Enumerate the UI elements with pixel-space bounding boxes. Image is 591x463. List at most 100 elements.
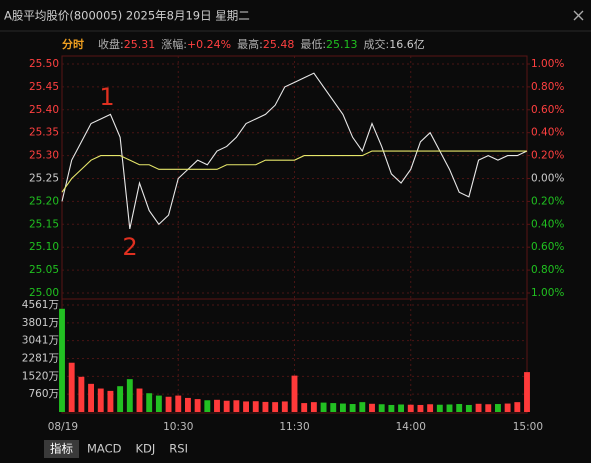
tab[interactable]: RSI <box>169 442 188 456</box>
volume-bar <box>320 402 327 412</box>
stat-label: 成交: <box>364 37 390 51</box>
volume-bar <box>194 399 201 412</box>
stat-label: 涨幅: <box>161 38 187 51</box>
stat-value: +0.24% <box>187 38 231 51</box>
y2-tick-label: 0.80% <box>531 264 564 276</box>
window-title: A股平均股价(800005) 2025年8月19日 星期二 <box>4 9 250 23</box>
stat-value: 25.48 <box>263 38 295 51</box>
volume-bar <box>378 404 385 412</box>
y2-tick-label: 0.40% <box>531 127 564 139</box>
volume-bar <box>291 375 298 412</box>
volume-bar <box>349 404 356 412</box>
y2-tick-label: 0.60% <box>531 241 564 253</box>
tab[interactable]: KDJ <box>135 442 155 456</box>
y2-tick-label: 1.00% <box>531 58 564 70</box>
volume-bar <box>475 403 482 412</box>
volume-bar <box>281 401 288 412</box>
volume-bar <box>407 404 414 412</box>
stat-label: 最低: <box>300 38 326 51</box>
x-tick-label: 10:30 <box>163 421 193 433</box>
stat-value: 25.13 <box>326 38 358 51</box>
volume-bar <box>339 403 346 412</box>
volume-bar <box>272 402 279 412</box>
annotation: 2 <box>122 233 137 261</box>
y-tick-label: 1520万 <box>22 370 59 382</box>
y2-tick-label: 0.00% <box>531 173 564 185</box>
volume-bar <box>262 401 269 412</box>
volume-bar <box>78 376 85 412</box>
y-tick-label: 3041万 <box>22 335 59 347</box>
y-tick-label: 25.25 <box>29 173 59 185</box>
volume-bar <box>330 403 337 412</box>
y2-tick-label: 0.20% <box>531 150 564 162</box>
price-line <box>61 150 527 193</box>
volume-bar <box>233 400 240 412</box>
tab-label[interactable]: KDJ <box>135 442 155 456</box>
stat-label: 最高: <box>237 37 263 51</box>
volume-bar <box>514 402 521 412</box>
volume-bar <box>136 388 143 412</box>
tab-label[interactable]: RSI <box>169 442 188 456</box>
volume-bar <box>155 395 162 412</box>
volume-bar <box>214 399 220 412</box>
tab[interactable]: MACD <box>87 442 122 456</box>
y-tick-label: 760万 <box>28 388 59 400</box>
x-tick-label: 15:00 <box>513 421 543 433</box>
y-tick-label: 2281万 <box>22 352 59 364</box>
y2-tick-label: 0.60% <box>531 104 564 116</box>
volume-bar <box>117 386 124 412</box>
stat-label: 收盘: <box>98 37 124 51</box>
volume-bar <box>494 404 501 412</box>
y-tick-label: 25.20 <box>29 195 59 207</box>
volume-bar <box>88 383 95 412</box>
volume-bar <box>59 308 65 412</box>
y2-tick-label: 0.80% <box>531 81 564 93</box>
volume-bar <box>524 372 530 412</box>
volume-bar <box>204 400 211 412</box>
x-tick-label: 08/19 <box>48 421 78 433</box>
annotation: 1 <box>99 83 114 111</box>
tab-label[interactable]: 指标 <box>50 442 73 456</box>
close-button[interactable] <box>573 10 584 21</box>
stats-row: 分时 收盘:25.31 涨幅:+0.24% 最高:25.48 最低:25.13 成交:16… <box>62 37 425 51</box>
volume-bar <box>456 404 463 412</box>
volume-bar <box>436 404 443 412</box>
mode-label: 分时 <box>62 37 84 51</box>
volume-bar <box>107 390 114 412</box>
volume-bar <box>243 401 250 412</box>
y2-tick-label: 0.20% <box>531 195 564 207</box>
volume-bar <box>97 388 104 412</box>
tab-bar: 指标 MACD KDJ RSI <box>44 440 188 458</box>
y-tick-label: 4561万 <box>22 299 59 311</box>
y2-tick-label: 1.00% <box>531 287 564 299</box>
volume-bar <box>184 397 191 412</box>
volume-bar <box>369 403 375 412</box>
volume-bar <box>465 404 472 412</box>
volume-bar <box>388 404 395 412</box>
volume-bar <box>359 402 366 412</box>
y-tick-label: 25.15 <box>29 218 59 230</box>
x-tick-label: 14:00 <box>396 421 426 433</box>
volume-bar <box>301 403 308 412</box>
tab[interactable]: 指标 <box>44 440 79 458</box>
y-tick-label: 25.00 <box>29 287 59 299</box>
y-tick-label: 3801万 <box>22 317 59 329</box>
volume-bar <box>223 400 230 412</box>
stat-value: 25.31 <box>124 38 156 51</box>
volume-bar <box>175 395 182 412</box>
volume-bar <box>417 404 424 412</box>
y2-tick-label: 0.40% <box>531 218 564 230</box>
tab-label[interactable]: MACD <box>87 442 122 456</box>
y-tick-label: 25.10 <box>29 241 59 253</box>
volume-bar <box>126 379 133 412</box>
y-tick-label: 25.40 <box>29 104 59 116</box>
volume-bar <box>165 396 172 412</box>
volume-bar <box>398 404 405 412</box>
volume-bar <box>310 402 317 412</box>
y-tick-label: 25.45 <box>29 81 59 93</box>
y-tick-label: 25.05 <box>29 264 59 276</box>
volume-bar <box>446 404 453 412</box>
price-line <box>61 72 528 229</box>
